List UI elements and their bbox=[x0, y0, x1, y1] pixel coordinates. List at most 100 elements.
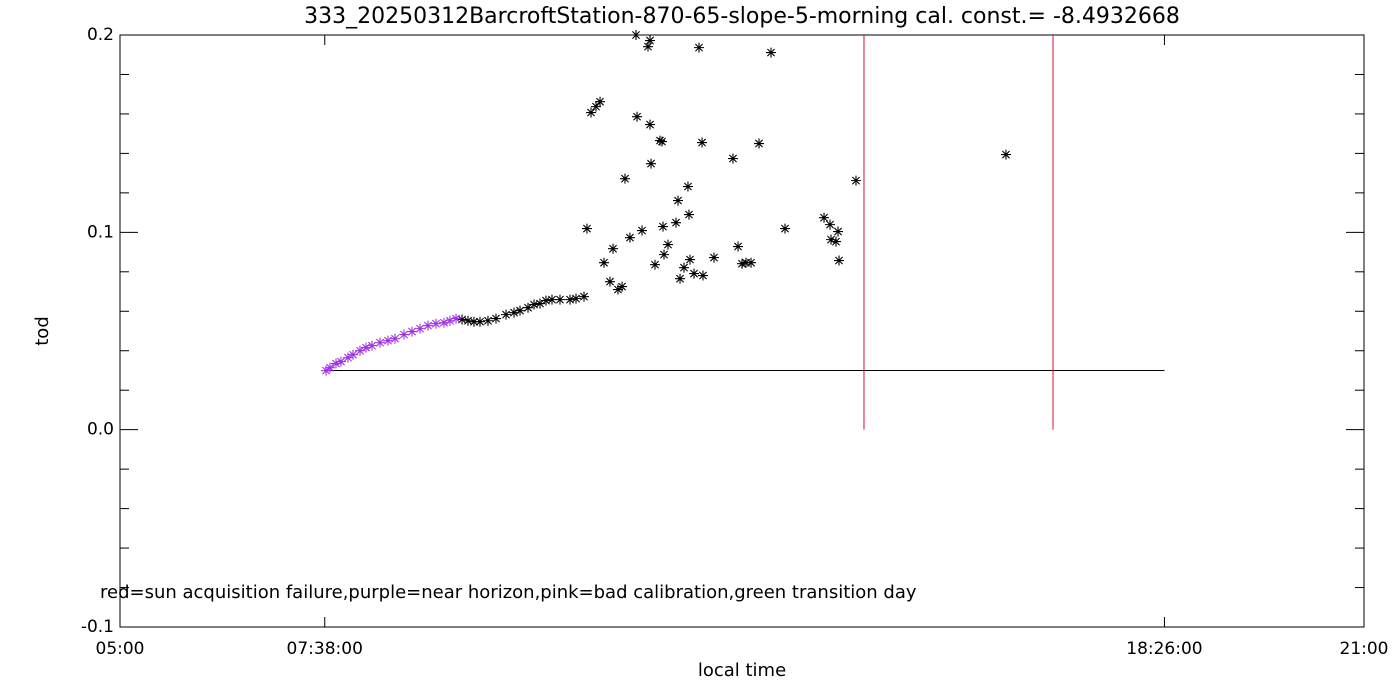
data-point bbox=[1000, 149, 1011, 160]
data-point bbox=[675, 273, 686, 284]
data-point bbox=[330, 358, 341, 369]
chart-title: 333_20250312BarcroftStation-870-65-slope… bbox=[304, 4, 1180, 29]
data-point bbox=[645, 35, 656, 46]
data-point bbox=[581, 223, 592, 234]
data-point bbox=[415, 323, 426, 334]
data-point bbox=[361, 342, 372, 353]
data-point bbox=[766, 47, 777, 58]
data-point bbox=[659, 249, 670, 260]
data-point bbox=[586, 107, 597, 118]
y-tick-label: 0.2 bbox=[87, 25, 114, 45]
data-point bbox=[737, 258, 747, 269]
data-point bbox=[658, 221, 669, 232]
x-tick-label: 18:26:00 bbox=[1126, 639, 1202, 659]
data-point bbox=[683, 209, 694, 220]
data-point bbox=[697, 137, 708, 148]
data-point bbox=[632, 111, 643, 122]
data-point bbox=[656, 136, 667, 147]
data-point bbox=[430, 318, 441, 329]
data-point bbox=[529, 299, 540, 310]
data-point bbox=[670, 217, 681, 228]
data-point bbox=[546, 294, 557, 305]
data-point bbox=[654, 135, 665, 146]
data-point bbox=[422, 320, 433, 331]
data-point bbox=[833, 226, 844, 237]
data-point bbox=[631, 30, 642, 40]
data-point bbox=[825, 219, 836, 230]
data-point bbox=[697, 270, 708, 281]
data-point bbox=[535, 298, 546, 309]
data-point bbox=[335, 356, 346, 367]
data-point bbox=[348, 349, 359, 360]
data-point bbox=[355, 345, 366, 356]
data-point bbox=[390, 333, 401, 344]
data-point bbox=[684, 254, 695, 265]
data-point bbox=[819, 212, 830, 223]
data-point bbox=[746, 257, 757, 268]
data-point bbox=[374, 337, 385, 348]
data-point bbox=[598, 257, 609, 268]
y-tick-label: -0.1 bbox=[81, 617, 114, 637]
data-point bbox=[826, 234, 837, 245]
data-point bbox=[540, 295, 551, 306]
data-point bbox=[850, 175, 861, 186]
data-point bbox=[342, 352, 353, 363]
x-axis-label: local time bbox=[698, 660, 786, 681]
data-point bbox=[779, 223, 790, 234]
data-point bbox=[682, 181, 693, 192]
data-point bbox=[643, 41, 653, 52]
data-point bbox=[590, 101, 601, 112]
data-point bbox=[617, 281, 628, 292]
data-point bbox=[649, 259, 660, 270]
data-point bbox=[646, 158, 657, 169]
data-point bbox=[608, 243, 619, 254]
annotation: red=sun acquisition failure,purple=near … bbox=[100, 582, 917, 603]
data-point bbox=[637, 225, 648, 236]
data-point bbox=[612, 284, 623, 295]
data-point bbox=[325, 362, 336, 373]
data-point bbox=[595, 96, 606, 107]
data-point bbox=[474, 316, 485, 327]
data-point bbox=[509, 307, 520, 318]
data-point bbox=[733, 241, 744, 252]
plot-frame bbox=[119, 34, 1365, 628]
data-point bbox=[457, 314, 468, 325]
data-point bbox=[438, 317, 449, 328]
data-point bbox=[740, 257, 751, 268]
data-point bbox=[407, 326, 418, 337]
data-point bbox=[490, 313, 501, 324]
data-point bbox=[624, 232, 635, 243]
x-tick-label: 21:00 bbox=[1340, 639, 1389, 659]
data-point bbox=[321, 365, 332, 376]
data-point bbox=[673, 195, 684, 206]
data-point bbox=[619, 173, 630, 184]
data-point bbox=[662, 239, 673, 250]
data-point bbox=[482, 315, 493, 326]
x-tick-label: 07:38:00 bbox=[287, 639, 363, 659]
data-point bbox=[515, 305, 526, 316]
data-point bbox=[366, 340, 377, 351]
data-point bbox=[694, 42, 705, 53]
data-point bbox=[451, 313, 462, 324]
data-point bbox=[554, 294, 565, 305]
data-point bbox=[565, 294, 576, 305]
data-point bbox=[604, 276, 615, 287]
data-point bbox=[754, 138, 765, 149]
data-point bbox=[523, 302, 534, 313]
y-axis-label: tod bbox=[32, 316, 53, 346]
data-point bbox=[727, 153, 738, 164]
data-point bbox=[834, 255, 845, 266]
data-point bbox=[689, 268, 700, 279]
data-point bbox=[468, 316, 479, 327]
data-point bbox=[709, 252, 720, 263]
data-point bbox=[501, 309, 512, 320]
data-point bbox=[383, 335, 394, 346]
y-tick-label: 0.1 bbox=[87, 222, 114, 242]
data-point bbox=[579, 291, 590, 302]
data-point bbox=[463, 315, 474, 326]
data-point bbox=[678, 262, 689, 273]
data-point bbox=[645, 119, 656, 130]
data-point bbox=[831, 236, 841, 247]
